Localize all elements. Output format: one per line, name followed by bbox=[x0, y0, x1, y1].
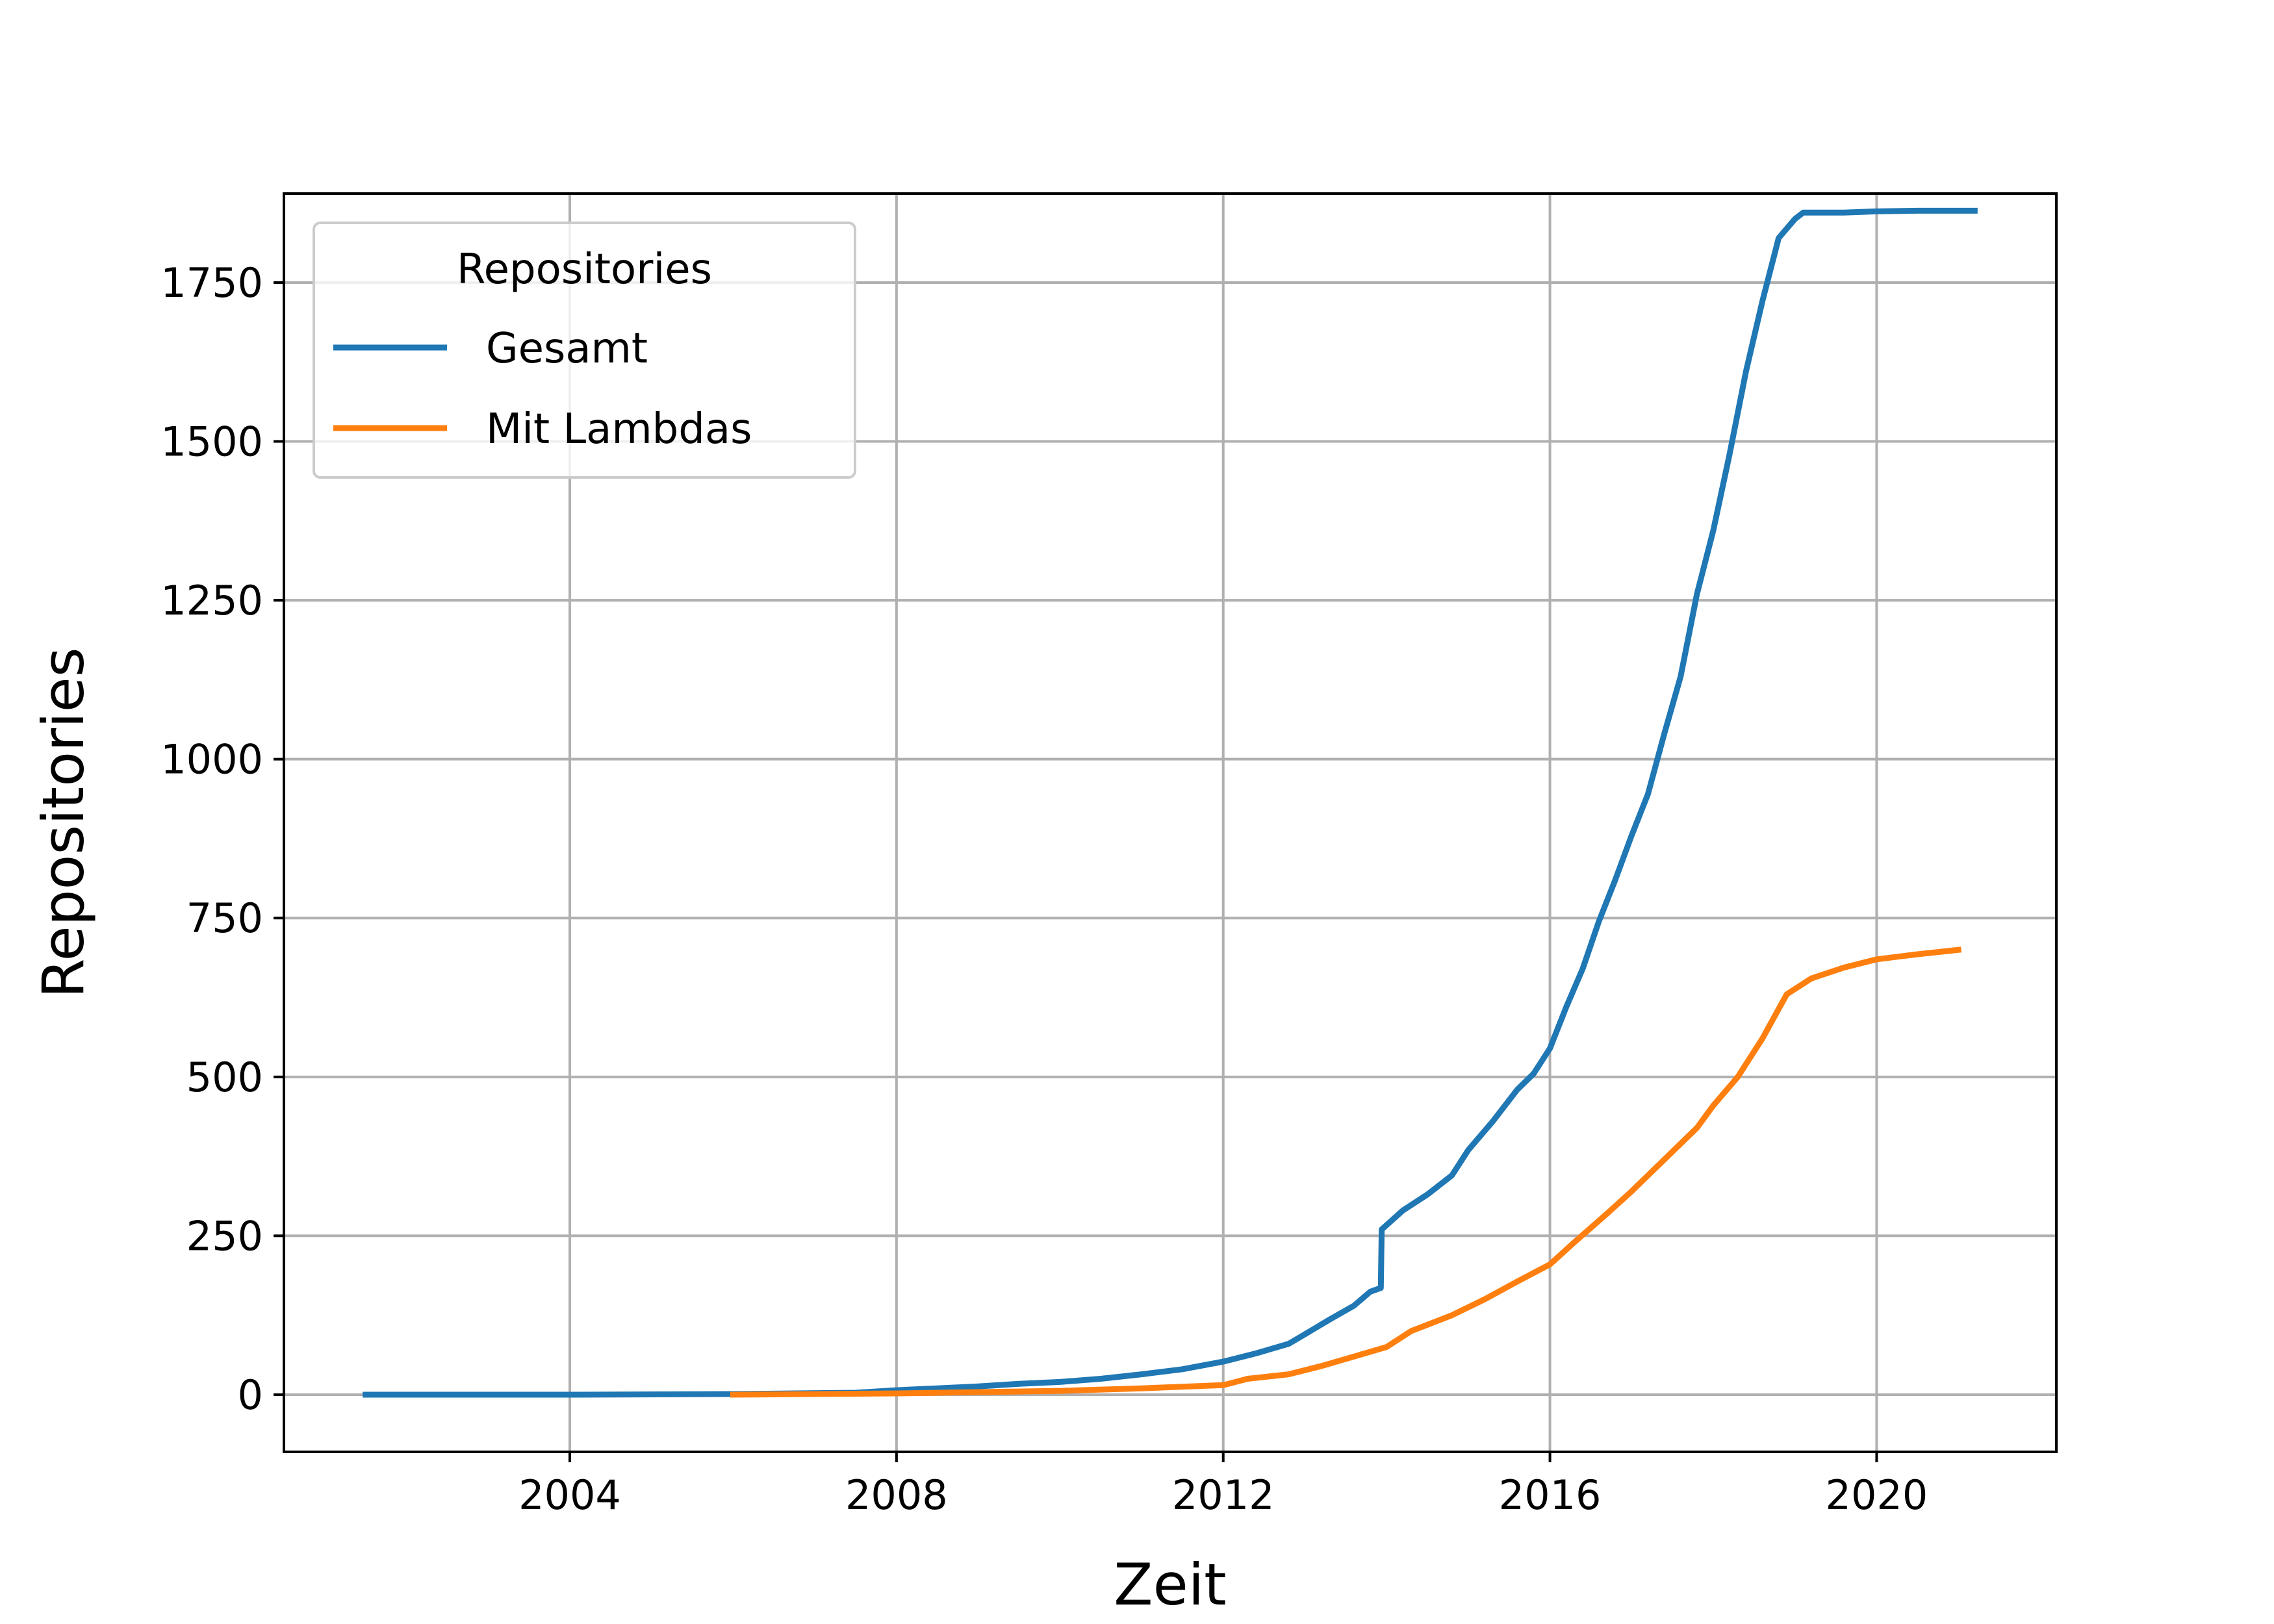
x-tick-label: 2004 bbox=[518, 1471, 621, 1519]
x-tick-label: 2012 bbox=[1172, 1471, 1275, 1519]
legend-label-0: Gesamt bbox=[486, 325, 648, 373]
x-tick-label: 2016 bbox=[1499, 1471, 1602, 1519]
y-tick-label: 1000 bbox=[160, 736, 263, 783]
y-axis-title: Repositories bbox=[30, 647, 97, 998]
y-tick-label: 1750 bbox=[160, 259, 263, 307]
y-tick-label: 500 bbox=[186, 1054, 263, 1101]
legend-entries: Gesamt Mit Lambdas bbox=[333, 325, 752, 453]
series-lines bbox=[363, 207, 1978, 1398]
y-tick-label: 250 bbox=[186, 1212, 263, 1260]
x-axis-title: Zeit bbox=[1114, 1551, 1226, 1618]
x-tick-label: 2020 bbox=[1826, 1471, 1928, 1519]
series-line-1 bbox=[730, 946, 1962, 1398]
axis-ticks: 2004 2008 2012 2016 2020 0 250 500 750 1000 1250 15… bbox=[160, 259, 1928, 1519]
legend: Repositories Gesamt Mit Lambdas bbox=[313, 222, 856, 479]
y-tick-label: 1500 bbox=[160, 418, 263, 466]
legend-box bbox=[313, 222, 856, 479]
legend-title: Repositories bbox=[457, 246, 712, 294]
y-tick-label: 1250 bbox=[160, 577, 263, 624]
y-tick-label: 750 bbox=[186, 894, 263, 942]
plot-frame bbox=[283, 192, 2058, 1453]
legend-label-1: Mit Lambdas bbox=[486, 405, 752, 453]
y-tick-label: 0 bbox=[238, 1371, 263, 1419]
x-tick-label: 2008 bbox=[845, 1471, 948, 1519]
grid bbox=[284, 194, 2056, 1452]
series-line-0 bbox=[363, 207, 1978, 1398]
